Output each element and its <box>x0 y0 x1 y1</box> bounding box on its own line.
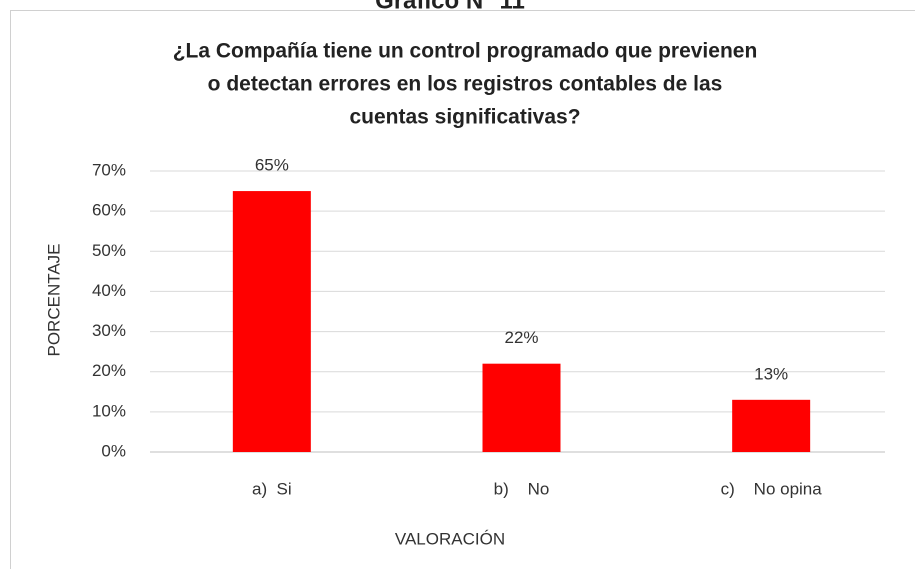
chart-title: cuentas significativas? <box>349 106 580 129</box>
y-axis-label: PORCENTAJE <box>44 243 63 356</box>
y-tick-label: 20% <box>92 361 126 380</box>
x-tick-label: c) No opina <box>721 479 823 498</box>
y-tick-label: 70% <box>92 160 126 179</box>
x-tick-label: b) No <box>494 479 550 498</box>
x-axis-label: VALORACIÓN <box>395 529 505 548</box>
chart-title: ¿La Compañía tiene un control programado… <box>173 40 758 63</box>
chart-frame <box>10 10 915 569</box>
y-tick-label: 50% <box>92 241 126 260</box>
y-tick-label: 60% <box>92 201 126 220</box>
data-label: 22% <box>504 328 538 347</box>
x-tick-label: a) Si <box>252 479 292 498</box>
bar <box>482 363 561 452</box>
chart-title: o detectan errores en los registros cont… <box>208 73 723 96</box>
y-tick-label: 40% <box>92 281 126 300</box>
y-tick-label: 30% <box>92 321 126 340</box>
bar <box>232 191 311 453</box>
y-tick-label: 0% <box>101 441 126 460</box>
y-tick-label: 10% <box>92 401 126 420</box>
chart-header: Gráfico N° 11 <box>375 0 525 14</box>
data-label: 65% <box>255 156 289 175</box>
data-label: 13% <box>754 364 788 383</box>
bar <box>732 399 811 452</box>
